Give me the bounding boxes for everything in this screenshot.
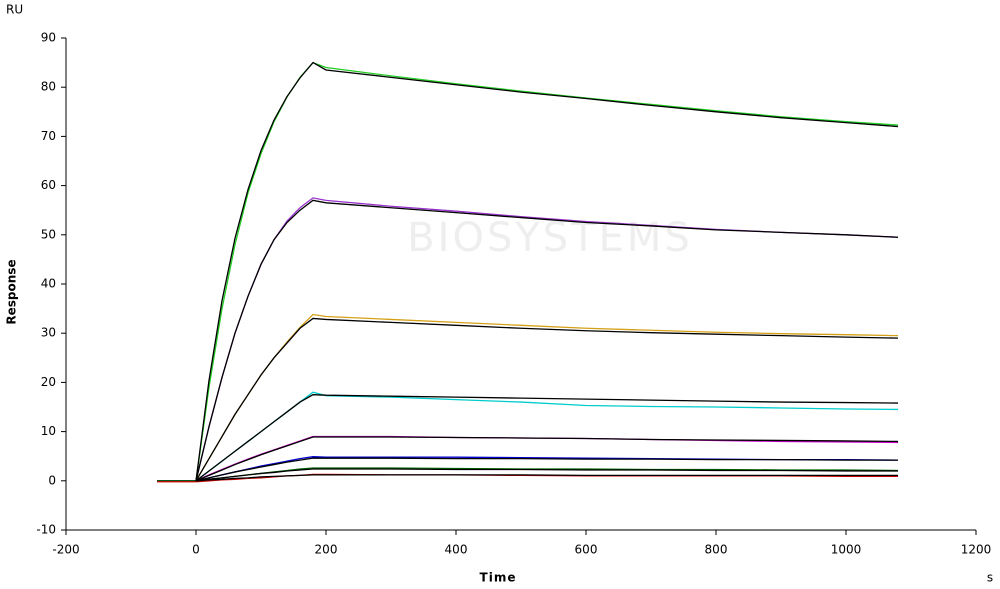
y-tick-label: 80	[41, 80, 56, 94]
series-line	[195, 436, 899, 482]
y-tick-label: 90	[41, 31, 56, 45]
series-line	[157, 61, 899, 482]
y-tick-label: 50	[41, 227, 56, 241]
series-line	[195, 457, 898, 482]
x-tick-label: 600	[575, 543, 598, 557]
y-tick-label: 10	[41, 424, 56, 438]
x-unit: s	[987, 571, 993, 585]
series-line	[195, 474, 898, 482]
x-tick-label: 400	[445, 543, 468, 557]
x-tick-label: 800	[705, 543, 728, 557]
series-line	[195, 199, 899, 481]
y-unit: RU	[6, 3, 23, 17]
series-line	[195, 317, 899, 482]
x-tick-label: 1000	[831, 543, 862, 557]
series-line	[195, 61, 899, 481]
y-tick-label: 30	[41, 326, 56, 340]
y-tick-label: -10	[36, 523, 56, 537]
x-tick-label: 200	[315, 543, 338, 557]
y-tick-label: 0	[48, 473, 56, 487]
y-tick-label: 40	[41, 277, 56, 291]
y-axis-label: Response	[5, 259, 19, 324]
y-tick-label: 70	[41, 129, 56, 143]
y-tick-label: 60	[41, 178, 56, 192]
x-tick-label: 0	[192, 543, 200, 557]
x-axis-label: Time	[480, 571, 517, 585]
x-tick-label: 1200	[961, 543, 992, 557]
series-line	[195, 394, 899, 482]
x-tick-label: -200	[52, 543, 79, 557]
y-tick-label: 20	[41, 375, 56, 389]
watermark: BIOSYSTEMS	[407, 215, 693, 261]
series-line	[195, 468, 898, 482]
series-line	[157, 391, 899, 482]
